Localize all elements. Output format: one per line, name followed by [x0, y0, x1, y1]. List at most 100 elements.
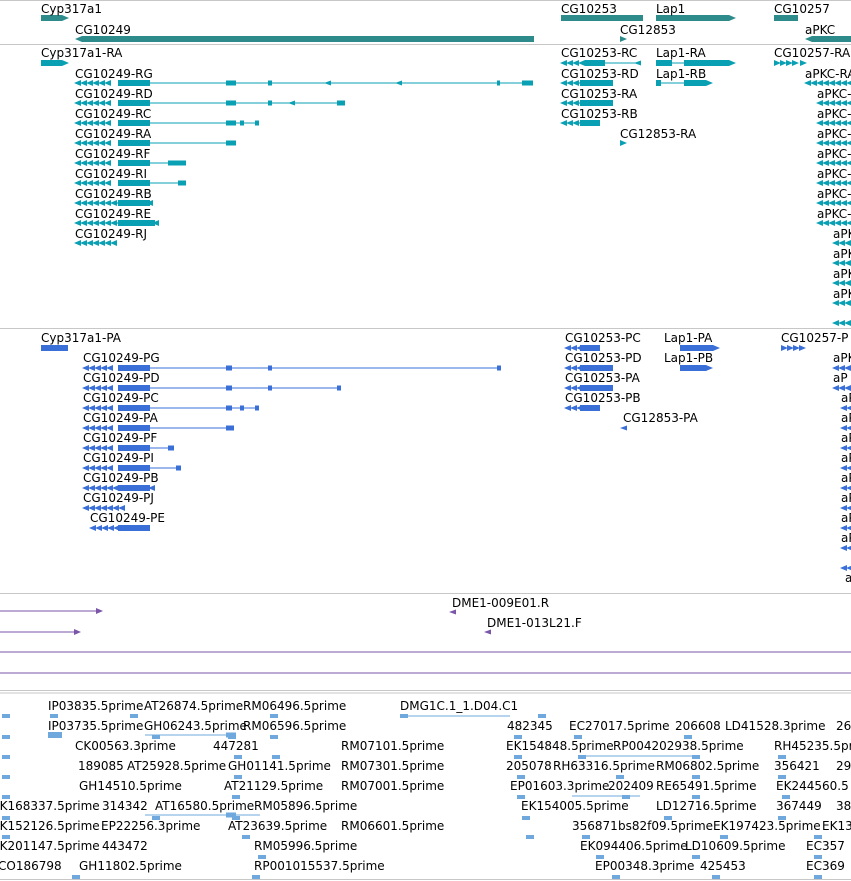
mrna-label[interactable]: CG10249-RF: [75, 147, 151, 161]
est-label[interactable]: 29: [836, 759, 851, 773]
mrna-label[interactable]: CG10249-RE: [75, 207, 152, 221]
est-label[interactable]: RM06596.5prime: [243, 719, 347, 733]
mrna-label[interactable]: CG10253-RC: [561, 46, 638, 60]
protein-label[interactable]: CG10249-PJ: [83, 491, 154, 505]
protein-label[interactable]: CG10249-PF: [83, 431, 158, 445]
est-label[interactable]: RM05996.5prime: [254, 839, 358, 853]
est-label[interactable]: AT21129.5prime: [224, 779, 324, 793]
est-label[interactable]: AT23639.5prime: [228, 819, 328, 833]
est-label[interactable]: GH11802.5prime: [79, 859, 182, 873]
protein-label[interactable]: aP: [841, 471, 851, 485]
est-label[interactable]: RH63316.5prime: [553, 759, 655, 773]
est-label[interactable]: EC357: [806, 839, 845, 853]
protein-label[interactable]: CG10249-PE: [90, 511, 165, 525]
est-label[interactable]: RM06601.5prime: [341, 819, 445, 833]
mrna-label[interactable]: Lap1-RB: [656, 67, 707, 81]
est-label[interactable]: EP22256.3prime: [101, 819, 201, 833]
est-label[interactable]: bs82f09.5prime: [618, 819, 714, 833]
est-label[interactable]: 26: [836, 719, 851, 733]
est-label[interactable]: CK00563.3prime: [75, 739, 176, 753]
protein-label[interactable]: CG10249-PG: [83, 351, 160, 365]
protein-label[interactable]: aP: [841, 431, 851, 445]
mrna-label[interactable]: aPK: [833, 247, 851, 261]
protein-label[interactable]: aP: [833, 371, 848, 385]
mrna-label[interactable]: aPKC-: [817, 207, 851, 221]
est-label[interactable]: EK152126.5prime: [0, 819, 100, 833]
est-label[interactable]: CO186798: [0, 859, 62, 873]
mrna-label[interactable]: Cyp317a1-RA: [41, 46, 123, 60]
protein-label[interactable]: Cyp317a1-PA: [41, 331, 121, 345]
est-label[interactable]: GH06243.5prime: [144, 719, 247, 733]
est-label[interactable]: 38: [836, 799, 851, 813]
est-label[interactable]: RP001015537.5prime: [254, 859, 385, 873]
est-label[interactable]: EK244560.5: [776, 779, 849, 793]
est-label[interactable]: 356421: [774, 759, 820, 773]
est-label[interactable]: RM06496.5prime: [243, 699, 347, 713]
mrna-label[interactable]: CG10249-RC: [75, 107, 152, 121]
clone-label[interactable]: DME1-013L21.F: [487, 616, 582, 630]
est-label[interactable]: EK168337.5prime: [0, 799, 100, 813]
est-label[interactable]: EK197423.5prime: [713, 819, 821, 833]
est-label[interactable]: DMG1C.1_1.D04.C1: [400, 699, 519, 713]
est-label[interactable]: 202409: [608, 779, 654, 793]
protein-label[interactable]: CG10253-PB: [565, 391, 641, 405]
est-label[interactable]: GH14510.5prime: [79, 779, 182, 793]
mrna-label[interactable]: aPKC-: [817, 147, 851, 161]
protein-label[interactable]: aP: [841, 511, 851, 525]
mrna-label[interactable]: Lap1-RA: [656, 46, 706, 60]
mrna-label[interactable]: aPK: [833, 287, 851, 301]
est-label[interactable]: EC369: [806, 859, 845, 873]
protein-label[interactable]: CG10253-PC: [565, 331, 641, 345]
est-label[interactable]: 482345: [507, 719, 553, 733]
est-label[interactable]: RE65491.5prime: [656, 779, 757, 793]
est-label[interactable]: EK094406.5prime: [580, 839, 688, 853]
est-label[interactable]: 443472: [102, 839, 148, 853]
est-label[interactable]: EK13: [822, 819, 851, 833]
est-label[interactable]: AT16580.5prime: [155, 799, 255, 813]
est-label[interactable]: 367449: [776, 799, 822, 813]
mrna-label[interactable]: CG12853-RA: [620, 127, 697, 141]
protein-label[interactable]: CG10249-PB: [83, 471, 159, 485]
mrna-label[interactable]: CG10253-RA: [561, 87, 638, 101]
protein-label[interactable]: Lap1-PA: [664, 331, 713, 345]
gene-label[interactable]: CG10249: [75, 23, 131, 37]
mrna-label[interactable]: CG10253-RD: [561, 67, 639, 81]
mrna-label[interactable]: aPK: [833, 267, 851, 281]
protein-label[interactable]: aP: [841, 411, 851, 425]
est-label[interactable]: 206608: [675, 719, 721, 733]
est-label[interactable]: AT26874.5prime: [144, 699, 244, 713]
est-label[interactable]: 189085: [78, 759, 124, 773]
mrna-label[interactable]: aPK: [833, 227, 851, 241]
mrna-label[interactable]: CG10249-RG: [75, 67, 153, 81]
protein-label[interactable]: CG10249-PD: [83, 371, 160, 385]
est-label[interactable]: EK154848.5prime: [506, 739, 614, 753]
protein-label[interactable]: a: [845, 571, 851, 585]
mrna-label[interactable]: CG10249-RD: [75, 87, 153, 101]
est-label[interactable]: RM07301.5prime: [341, 759, 445, 773]
est-label[interactable]: RP004202938.5prime: [613, 739, 744, 753]
est-label[interactable]: 356871: [572, 819, 618, 833]
gene-label[interactable]: CG12853: [620, 23, 676, 37]
mrna-label[interactable]: CG10249-RB: [75, 187, 152, 201]
est-label[interactable]: RH45235.5prime: [774, 739, 851, 753]
est-label[interactable]: EC27017.5prime: [569, 719, 670, 733]
gene-label[interactable]: Lap1: [656, 2, 686, 16]
est-label[interactable]: GH01141.5prime: [228, 759, 331, 773]
est-label[interactable]: 447281: [213, 739, 259, 753]
protein-label[interactable]: aP: [841, 531, 851, 545]
mrna-label[interactable]: CG10249-RA: [75, 127, 152, 141]
protein-label[interactable]: Lap1-PB: [664, 351, 714, 365]
gene-label[interactable]: aPKC: [805, 23, 836, 37]
est-label[interactable]: AT25928.5prime: [127, 759, 227, 773]
est-label[interactable]: IP03835.5prime: [48, 699, 144, 713]
est-label[interactable]: LD41528.3prime: [725, 719, 826, 733]
gene-label[interactable]: CG10253: [561, 2, 617, 16]
mrna-label[interactable]: aPKC-: [817, 167, 851, 181]
est-label[interactable]: 205078: [506, 759, 552, 773]
protein-label[interactable]: CG10253-PD: [565, 351, 642, 365]
est-label[interactable]: EK154005.5prime: [521, 799, 629, 813]
est-label[interactable]: 425453: [700, 859, 746, 873]
mrna-label[interactable]: aPKC-: [817, 127, 851, 141]
protein-label[interactable]: CG10257-P: [781, 331, 849, 345]
est-label[interactable]: 314342: [102, 799, 148, 813]
